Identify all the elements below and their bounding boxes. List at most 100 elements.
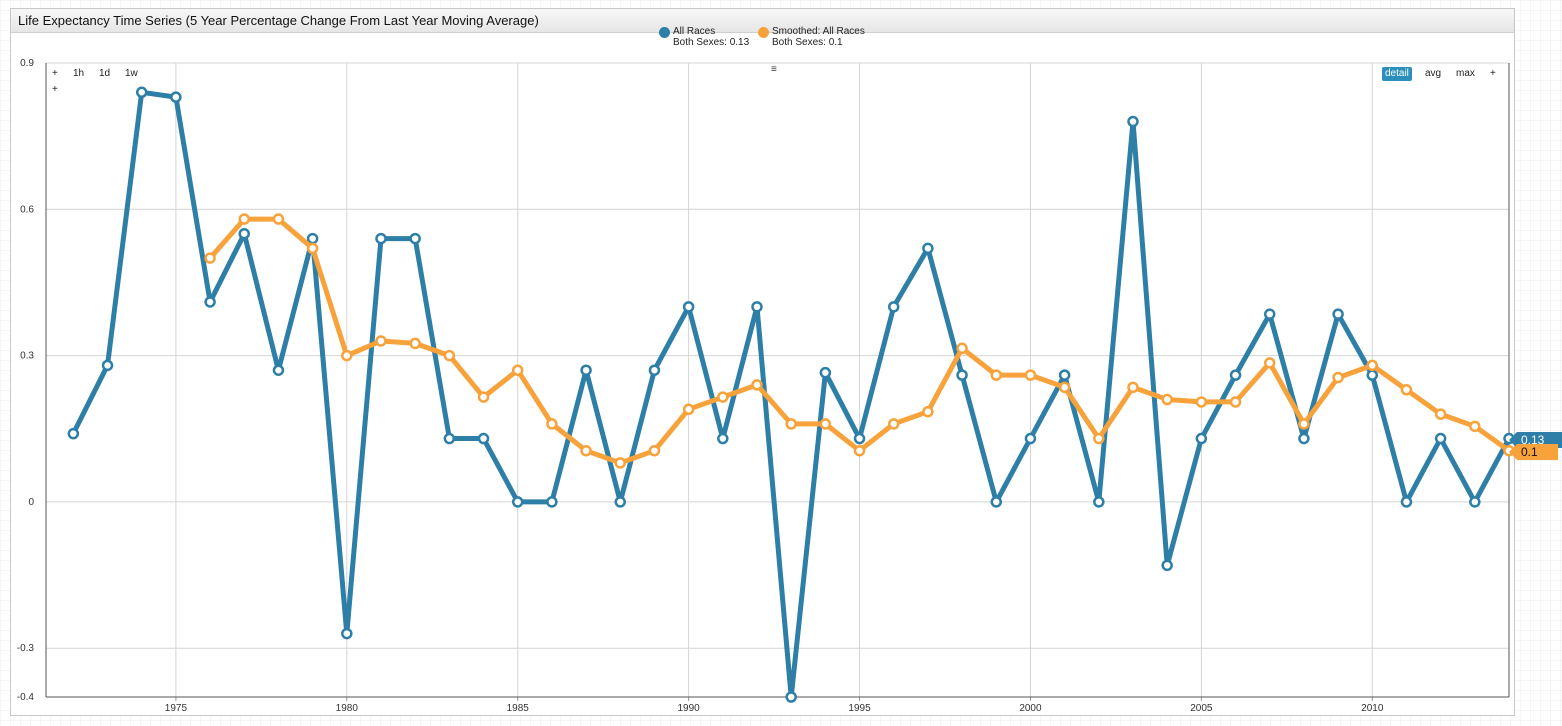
- series-1-point: [1161, 559, 1173, 572]
- series-2-point: [819, 418, 832, 430]
- series-1-point: [1058, 369, 1071, 381]
- x-tick-label: 1975: [165, 703, 188, 714]
- series-2-point: [1195, 396, 1208, 408]
- series-1-point: [956, 369, 968, 381]
- series-1-point: [682, 301, 695, 313]
- series-1-point: [546, 496, 558, 508]
- series-1-point: [785, 691, 797, 703]
- legend-dot-icon: [659, 27, 670, 38]
- y-tick-label: -0.4: [17, 692, 35, 703]
- series-2-point: [1263, 357, 1276, 369]
- x-tick-label: 2000: [1019, 703, 1042, 714]
- series-2-point: [1058, 381, 1071, 394]
- series-2-point: [887, 418, 900, 430]
- series-2-point: [751, 379, 763, 391]
- series-2-point: [1161, 393, 1173, 406]
- series-2-point: [477, 391, 490, 403]
- series-1-point: [751, 301, 763, 313]
- series-1-point: [1093, 496, 1105, 508]
- zoom-1w-button[interactable]: 1w: [125, 68, 138, 79]
- series-2-point: [272, 213, 285, 225]
- series-1-point: [580, 364, 592, 376]
- series-2-point: [785, 418, 797, 430]
- series-1-point: [922, 242, 934, 255]
- series-1-point: [1127, 115, 1139, 128]
- series-2-point: [1400, 384, 1413, 396]
- series-1-point: [1469, 496, 1481, 508]
- series-1-point: [409, 232, 421, 245]
- series-1-point: [341, 627, 353, 640]
- zoom-1h-button[interactable]: 1h: [73, 68, 85, 79]
- series-line-1: [70, 89, 1512, 700]
- x-tick-label: 1995: [848, 703, 871, 714]
- series-2-point: [990, 369, 1003, 381]
- series-1-point: [648, 364, 661, 376]
- legend-menu-icon[interactable]: ≡: [771, 64, 777, 75]
- series-1-point: [204, 296, 216, 308]
- x-tick-label: 2005: [1190, 703, 1213, 714]
- aggregation-avg-button[interactable]: avg: [1425, 68, 1442, 79]
- series-1-point: [1263, 308, 1276, 320]
- series-1-point: [306, 232, 319, 245]
- legend-label: Smoothed: All Races: [772, 26, 865, 37]
- x-tick-label: 1980: [336, 703, 359, 714]
- series-2-point: [204, 252, 216, 264]
- series-2-point: [1434, 408, 1447, 420]
- aggregation-detail-button[interactable]: detail: [1382, 67, 1412, 81]
- series-1-point: [101, 359, 114, 372]
- x-tick-label: 1990: [678, 703, 701, 714]
- aggregation-max-button[interactable]: max: [1456, 68, 1475, 79]
- series-1-point: [170, 91, 182, 103]
- series-2-point: [853, 444, 866, 457]
- series-2-point: [1024, 369, 1037, 381]
- series-2-point: [546, 418, 558, 430]
- series-2-point: [922, 405, 934, 418]
- series-1-point: [819, 366, 832, 379]
- series-1-point: [1024, 432, 1037, 445]
- series-1-point: [443, 432, 456, 445]
- series-2-point: [1366, 359, 1379, 372]
- series-1-point: [272, 364, 285, 376]
- series-1-point: [375, 232, 387, 245]
- y-tick-label: 0: [28, 497, 34, 508]
- add-range-button[interactable]: +: [52, 84, 58, 95]
- series-1-point: [853, 432, 866, 445]
- y-tick-label: 0.3: [20, 351, 34, 362]
- series-1-point: [717, 432, 729, 445]
- series2-value-flag: 0.1: [1509, 444, 1558, 460]
- y-tick-label: 0.6: [20, 204, 34, 215]
- aggregation-add-button[interactable]: +: [1490, 68, 1496, 79]
- series-2-point: [1298, 418, 1310, 430]
- series-2-point: [341, 349, 353, 362]
- series-2-point: [956, 342, 968, 355]
- series-2-point: [409, 337, 421, 350]
- legend-dot-icon: [758, 27, 769, 38]
- series-2-point: [1127, 381, 1139, 394]
- series-2-point: [306, 242, 319, 255]
- series-2-point: [1332, 371, 1344, 384]
- x-tick-label: 1985: [507, 703, 530, 714]
- zoom-in-button[interactable]: +: [52, 68, 58, 79]
- series-2-point: [375, 335, 387, 347]
- legend-value: Both Sexes: 0.13: [673, 37, 750, 48]
- series-2-point: [1229, 396, 1242, 408]
- series-2-point: [443, 349, 456, 362]
- series-1-point: [1298, 432, 1310, 445]
- series-2-point: [717, 391, 729, 403]
- series-1-point: [614, 496, 627, 508]
- legend-value: Both Sexes: 0.1: [772, 37, 843, 48]
- series-1-point: [990, 496, 1003, 508]
- series-2-point: [1469, 420, 1481, 433]
- zoom-1d-button[interactable]: 1d: [99, 68, 111, 79]
- series-2-point: [682, 403, 695, 416]
- series-2-point: [238, 213, 251, 225]
- series-1-point: [1195, 432, 1208, 445]
- series-2-point: [614, 457, 627, 469]
- series-1-point: [238, 227, 251, 240]
- y-tick-label: 0.9: [20, 58, 34, 69]
- series-1-point: [1332, 308, 1344, 320]
- legend-label: All Races: [673, 26, 716, 37]
- series-2-point: [511, 364, 524, 376]
- series-1-point: [67, 427, 80, 440]
